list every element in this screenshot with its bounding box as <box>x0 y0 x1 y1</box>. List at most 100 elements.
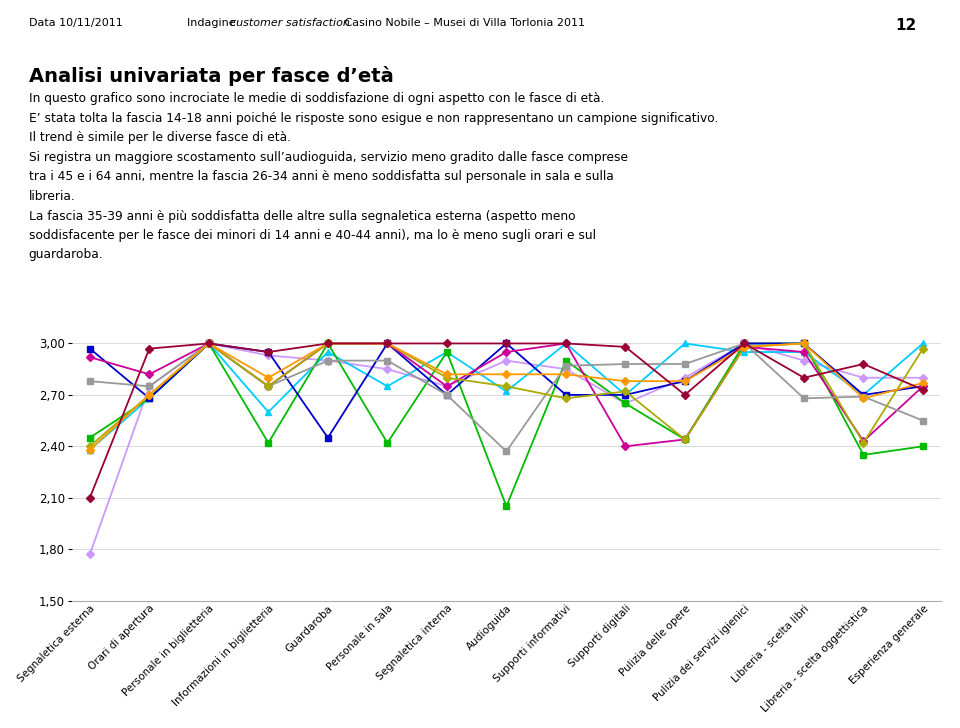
Line: <14 anni: <14 anni <box>87 341 925 557</box>
Text: In questo grafico sono incrociate le medie di soddisfazione di ogni aspetto con : In questo grafico sono incrociate le med… <box>29 92 604 106</box>
<14 anni <box>382 365 394 373</box>
<14 anni <box>798 356 809 365</box>
<14 anni <box>500 356 512 365</box>
35-39 anni <box>560 390 571 399</box>
<14 anni <box>738 339 750 348</box>
Line: 40-44 anni: 40-44 anni <box>87 341 925 449</box>
45-54 anni <box>144 382 156 391</box>
oltre 75 anni <box>204 339 215 348</box>
Text: Si registra un maggiore scostamento sull’audioguida, servizio meno gradito dalle: Si registra un maggiore scostamento sull… <box>29 151 628 164</box>
Text: customer satisfaction: customer satisfaction <box>230 18 350 28</box>
40-44 anni <box>84 353 96 362</box>
40-44 anni <box>738 342 750 351</box>
65-74 anni <box>917 379 928 387</box>
26-34 anni <box>382 438 394 447</box>
oltre 75 anni <box>679 390 690 399</box>
Text: Il trend è simile per le diverse fasce di età.: Il trend è simile per le diverse fasce d… <box>29 131 291 144</box>
40-44 anni <box>917 382 928 391</box>
65-74 anni <box>204 339 215 348</box>
Text: soddisfacente per le fasce dei minori di 14 anni e 40-44 anni), ma lo è meno sug: soddisfacente per le fasce dei minori di… <box>29 229 596 242</box>
35-39 anni <box>263 348 275 357</box>
Line: 26-34 anni: 26-34 anni <box>87 341 925 509</box>
19-25 anni <box>560 339 571 348</box>
55-64 anni <box>204 339 215 348</box>
26-34 anni <box>84 433 96 442</box>
40-44 anni <box>442 382 453 391</box>
Text: libreria.: libreria. <box>29 189 76 202</box>
<14 anni <box>679 373 690 382</box>
Line: oltre 75 anni: oltre 75 anni <box>87 341 925 501</box>
65-74 anni <box>560 370 571 379</box>
Text: guardaroba.: guardaroba. <box>29 248 104 261</box>
35-39 anni <box>323 433 334 442</box>
<14 anni <box>323 356 334 365</box>
55-64 anni <box>382 339 394 348</box>
<14 anni <box>144 382 156 391</box>
55-64 anni <box>144 390 156 399</box>
Text: E’ stata tolta la fascia 14-18 anni poiché le risposte sono esigue e non rappres: E’ stata tolta la fascia 14-18 anni poic… <box>29 111 718 124</box>
45-54 anni <box>382 356 394 365</box>
40-44 anni <box>619 442 631 451</box>
55-64 anni <box>619 387 631 396</box>
35-39 anni <box>917 382 928 391</box>
<14 anni <box>917 373 928 382</box>
35-39 anni <box>144 394 156 403</box>
26-34 anni <box>560 356 571 365</box>
<14 anni <box>857 373 869 382</box>
oltre 75 anni <box>442 339 453 348</box>
19-25 anni <box>382 382 394 391</box>
26-34 anni <box>500 502 512 510</box>
45-54 anni <box>857 392 869 401</box>
45-54 anni <box>619 360 631 368</box>
19-25 anni <box>144 394 156 403</box>
oltre 75 anni <box>917 385 928 394</box>
oltre 75 anni <box>857 360 869 368</box>
19-25 anni <box>619 390 631 399</box>
26-34 anni <box>619 399 631 408</box>
Text: Analisi univariata per fasce d’età: Analisi univariata per fasce d’età <box>29 66 394 85</box>
oltre 75 anni <box>382 339 394 348</box>
45-54 anni <box>263 382 275 391</box>
65-74 anni <box>382 339 394 348</box>
40-44 anni <box>263 382 275 391</box>
55-64 anni <box>679 435 690 444</box>
oltre 75 anni <box>84 494 96 502</box>
26-34 anni <box>798 339 809 348</box>
19-25 anni <box>738 348 750 357</box>
<14 anni <box>619 399 631 408</box>
65-74 anni <box>500 370 512 379</box>
Text: Indagine: Indagine <box>187 18 239 28</box>
40-44 anni <box>679 435 690 444</box>
26-34 anni <box>679 435 690 444</box>
19-25 anni <box>917 339 928 348</box>
35-39 anni <box>204 339 215 348</box>
55-64 anni <box>560 394 571 403</box>
Line: 19-25 anni: 19-25 anni <box>87 341 925 453</box>
Text: La fascia 35-39 anni è più soddisfatta delle altre sulla segnaletica esterna (as: La fascia 35-39 anni è più soddisfatta d… <box>29 210 575 223</box>
oltre 75 anni <box>500 339 512 348</box>
55-64 anni <box>917 344 928 353</box>
19-25 anni <box>204 339 215 348</box>
45-54 anni <box>798 394 809 403</box>
Text: Data 10/11/2011: Data 10/11/2011 <box>29 18 123 28</box>
oltre 75 anni <box>323 339 334 348</box>
<14 anni <box>84 550 96 558</box>
55-64 anni <box>500 382 512 391</box>
65-74 anni <box>442 370 453 379</box>
26-34 anni <box>323 339 334 348</box>
26-34 anni <box>442 348 453 357</box>
19-25 anni <box>679 339 690 348</box>
45-54 anni <box>917 416 928 425</box>
45-54 anni <box>679 360 690 368</box>
19-25 anni <box>857 390 869 399</box>
65-74 anni <box>263 373 275 382</box>
40-44 anni <box>500 348 512 357</box>
26-34 anni <box>857 451 869 459</box>
40-44 anni <box>798 348 809 357</box>
45-54 anni <box>442 390 453 399</box>
65-74 anni <box>798 339 809 348</box>
65-74 anni <box>857 394 869 403</box>
19-25 anni <box>84 446 96 454</box>
45-54 anni <box>323 356 334 365</box>
35-39 anni <box>738 339 750 348</box>
